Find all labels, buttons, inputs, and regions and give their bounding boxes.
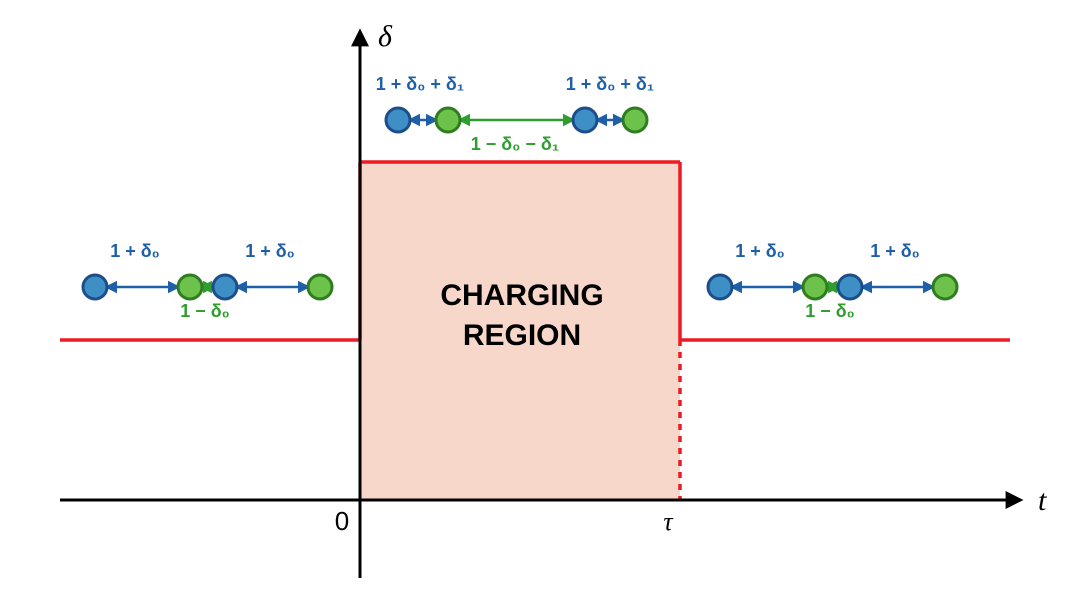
x-axis-label: t: [1038, 484, 1047, 517]
region-label-2: REGION: [463, 319, 581, 352]
dimer-right-node-3: [838, 275, 862, 299]
dimer-top-node-4: [623, 108, 647, 132]
dimer-left-node-3: [213, 275, 237, 299]
dimer-left-node-4: [308, 275, 332, 299]
dimer-top-node-2: [436, 108, 460, 132]
dimer-left-label-bot: 1 − δ₀: [180, 301, 230, 321]
region-label-1: CHARGING: [440, 279, 603, 312]
dimer-right-label-top-1: 1 + δ₀: [735, 241, 785, 261]
dimer-left-node-1: [83, 275, 107, 299]
y-axis-label: δ: [378, 20, 393, 53]
diagram-canvas: CHARGING REGION δ t 0 τ 1 + δ₀ 1 + δ₀ 1 − δ₀ 1 + …: [0, 0, 1080, 608]
dimer-right-node-4: [933, 275, 957, 299]
dimer-left-label-top-1: 1 + δ₀: [110, 241, 160, 261]
dimer-top-label-top-2: 1 + δ₀ + δ₁: [566, 74, 654, 94]
dimer-left-node-2: [178, 275, 202, 299]
dimer-right-label-top-2: 1 + δ₀: [870, 241, 920, 261]
tick-zero: 0: [335, 506, 349, 536]
dimer-top-label-bot: 1 − δ₀ − δ₁: [471, 134, 559, 154]
dimer-left-label-top-2: 1 + δ₀: [245, 241, 295, 261]
dimer-top-label-top-1: 1 + δ₀ + δ₁: [376, 74, 464, 94]
dimer-top-node-1: [386, 108, 410, 132]
dimer-right-label-bot: 1 − δ₀: [805, 301, 855, 321]
dimer-right-node-2: [803, 275, 827, 299]
tick-tau: τ: [663, 507, 674, 536]
dimer-top-node-3: [573, 108, 597, 132]
dimer-right-node-1: [708, 275, 732, 299]
